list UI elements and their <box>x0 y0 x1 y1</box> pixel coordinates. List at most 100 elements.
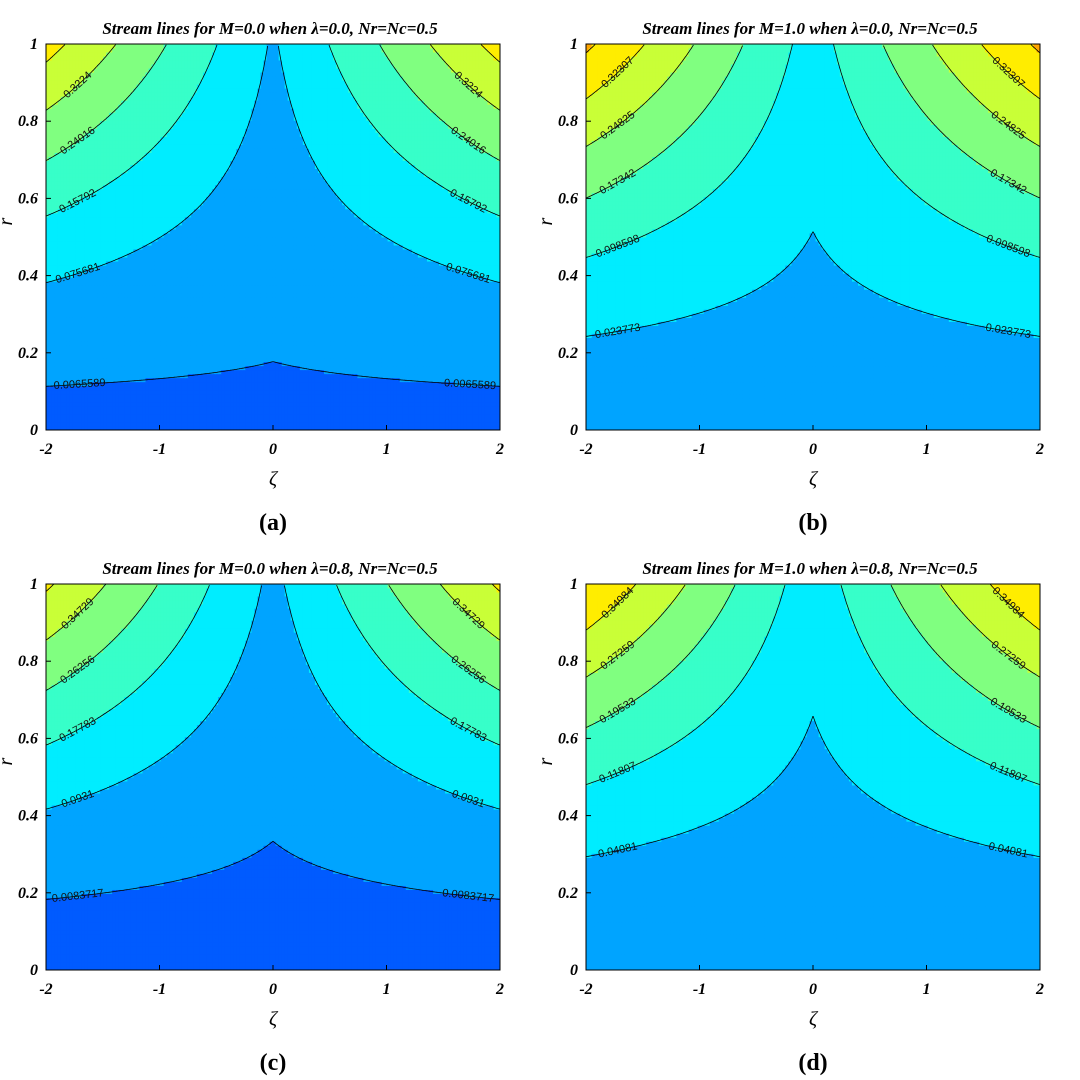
y-tick-label: 0 <box>30 962 38 979</box>
y-tick-label: 0 <box>570 962 578 979</box>
x-tick-label: 0 <box>269 441 277 458</box>
contour-line <box>480 44 500 63</box>
x-tick-label: 0 <box>809 981 817 998</box>
contour-line <box>379 44 500 161</box>
contour-line <box>328 44 500 217</box>
y-tick-label: 0.8 <box>558 113 578 130</box>
contour-line <box>586 231 814 337</box>
contour-line <box>586 44 596 54</box>
y-axis-label: r <box>540 217 557 225</box>
contour-fill <box>46 44 500 430</box>
y-tick-label: 0.8 <box>18 653 38 670</box>
y-tick-label: 0.8 <box>558 653 578 670</box>
y-tick-label: 0.2 <box>18 345 38 362</box>
x-tick-label: 2 <box>495 981 504 998</box>
contour-line <box>46 585 262 810</box>
contour-line <box>586 715 814 858</box>
contour-level-label: -0.0065589 <box>50 377 106 392</box>
y-tick-label: 1 <box>570 576 578 593</box>
contour-line <box>46 361 274 387</box>
x-axis-label: ζ <box>269 1008 279 1030</box>
x-tick-label: 1 <box>923 441 931 458</box>
contour-line <box>586 44 694 147</box>
contour-line <box>890 584 1040 728</box>
chart-title: Stream lines for M=1.0 when λ=0.8, Nr=Nc… <box>642 559 978 578</box>
contour-line <box>46 584 54 592</box>
y-axis-label: r <box>0 217 17 225</box>
contour-line <box>46 584 107 641</box>
contour-line <box>336 585 500 746</box>
contour-line <box>272 361 500 387</box>
chart-title: Stream lines for M=0.0 when λ=0.0, Nr=Nc… <box>102 19 438 38</box>
y-tick-label: 0.4 <box>558 268 578 285</box>
x-axis-label: ζ <box>809 1008 819 1030</box>
streamline-contour-plot-a: Stream lines for M=0.0 when λ=0.0, Nr=Nc… <box>0 19 504 536</box>
y-tick-label: 0.2 <box>558 885 578 902</box>
x-tick-label: -2 <box>39 441 52 458</box>
x-tick-label: -2 <box>39 981 52 998</box>
contour-line <box>940 584 1040 678</box>
contour-line <box>586 45 743 199</box>
streamline-contour-plot-b: Stream lines for M=1.0 when λ=0.0, Nr=Nc… <box>540 19 1044 536</box>
contour-line <box>812 231 1040 337</box>
contour-line <box>278 45 500 284</box>
x-tick-label: 2 <box>495 441 504 458</box>
contour-line <box>586 44 793 258</box>
panel-caption: (a) <box>259 510 287 536</box>
x-tick-label: 1 <box>383 441 391 458</box>
contour-line <box>284 585 500 810</box>
streamline-contour-plot-d: Stream lines for M=1.0 when λ=0.8, Nr=Nc… <box>540 559 1044 1076</box>
y-tick-label: 0.6 <box>558 190 578 207</box>
contour-line <box>46 45 268 284</box>
contour-line <box>586 44 645 100</box>
y-tick-label: 0.2 <box>18 885 38 902</box>
x-tick-label: 1 <box>383 981 391 998</box>
contour-line <box>46 44 116 111</box>
contour-line <box>46 44 218 217</box>
x-tick-label: -1 <box>693 441 706 458</box>
y-axis-label: r <box>540 757 557 765</box>
x-tick-label: -1 <box>153 981 166 998</box>
contour-fill <box>586 44 1040 430</box>
contour-level-label: 0.0083717 <box>442 887 495 905</box>
contour-line <box>586 584 786 785</box>
y-tick-label: 0.4 <box>18 808 38 825</box>
contour-line <box>833 44 1040 258</box>
streamline-contour-plot-c: Stream lines for M=0.0 when λ=0.8, Nr=Nc… <box>0 559 504 1076</box>
contour-line <box>439 584 500 641</box>
y-tick-label: 1 <box>30 36 38 53</box>
contour-line <box>1030 44 1040 54</box>
contour-line <box>388 584 500 691</box>
x-tick-label: 2 <box>1035 981 1044 998</box>
contour-line <box>492 584 500 592</box>
contour-line <box>981 44 1040 100</box>
y-tick-label: 0.4 <box>18 268 38 285</box>
x-axis-label: ζ <box>269 468 279 490</box>
y-tick-label: 0.2 <box>558 345 578 362</box>
y-tick-label: 0.6 <box>18 190 38 207</box>
contour-line <box>46 584 158 691</box>
contour-level-label: 0.0083717 <box>51 887 104 905</box>
y-tick-label: 1 <box>570 36 578 53</box>
chart-title: Stream lines for M=1.0 when λ=0.0, Nr=Nc… <box>642 19 978 38</box>
contour-line <box>586 584 736 728</box>
panel-caption: (c) <box>260 1050 287 1076</box>
x-tick-label: -2 <box>579 441 592 458</box>
x-tick-label: 0 <box>809 441 817 458</box>
contour-line <box>883 45 1040 199</box>
x-tick-label: -1 <box>693 981 706 998</box>
contour-line <box>272 840 500 900</box>
contour-fill <box>46 584 500 970</box>
x-tick-label: 1 <box>923 981 931 998</box>
contour-level-label: -0.0065589 <box>440 377 496 392</box>
contour-line <box>989 584 1040 631</box>
contour-line <box>46 44 167 161</box>
y-tick-label: 0.4 <box>558 808 578 825</box>
contour-line <box>586 584 686 678</box>
chart-title: Stream lines for M=0.0 when λ=0.8, Nr=Nc… <box>102 559 438 578</box>
contour-fill <box>586 584 1040 970</box>
y-tick-label: 0 <box>30 422 38 439</box>
x-tick-label: -1 <box>153 441 166 458</box>
contour-line <box>430 44 500 111</box>
y-tick-label: 0.8 <box>18 113 38 130</box>
